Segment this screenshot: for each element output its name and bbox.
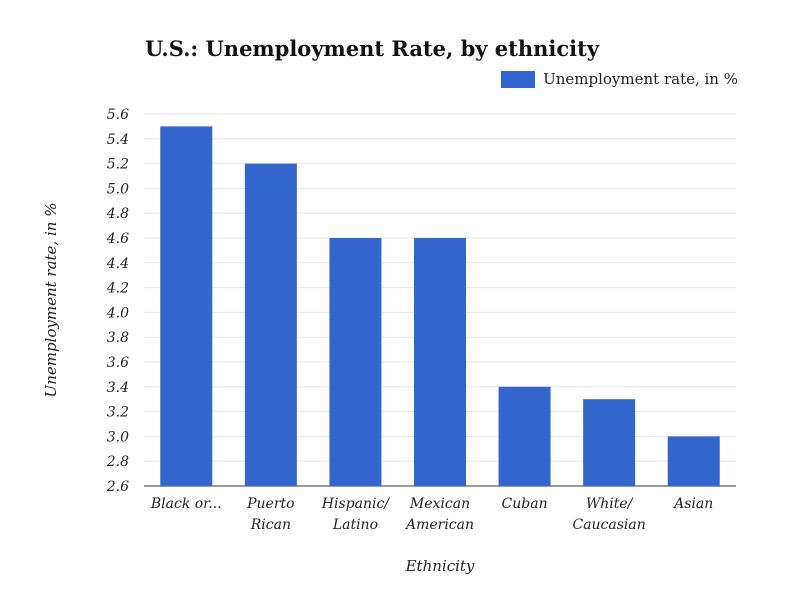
x-tick-label: Puerto Rican — [246, 496, 294, 533]
chart-legend: Unemployment rate, in % — [501, 70, 738, 88]
y-tick-label: 3.6 — [107, 355, 129, 371]
y-tick-label: 4.8 — [106, 206, 129, 222]
x-tick-label: Cuban — [502, 496, 548, 512]
y-tick-label: 3.8 — [107, 330, 129, 346]
y-tick-label: 4.0 — [106, 305, 129, 321]
y-tick-label: 5.6 — [107, 107, 129, 123]
x-tick-label-line: Rican — [250, 517, 291, 533]
y-axis-title: Unemployment rate, in % — [42, 203, 60, 398]
y-tick-label: 3.4 — [107, 380, 129, 396]
legend-label: Unemployment rate, in % — [543, 70, 738, 88]
x-tick-label-line: Asian — [672, 496, 713, 512]
y-tick-label: 2.6 — [106, 479, 129, 495]
bar[interactable] — [498, 386, 551, 486]
bar[interactable] — [667, 436, 720, 486]
bar[interactable] — [329, 238, 382, 486]
y-tick-label: 5.2 — [107, 157, 129, 173]
x-tick-label-line: Puerto — [246, 496, 294, 512]
x-tick-label: Black or... — [150, 496, 222, 512]
x-tick-label: White/Caucasian — [572, 496, 645, 533]
y-tick-label: 4.4 — [106, 256, 129, 272]
chart-title: U.S.: Unemployment Rate, by ethnicity — [145, 36, 600, 61]
bar[interactable] — [160, 126, 213, 487]
legend-swatch — [501, 70, 536, 88]
bar[interactable] — [414, 238, 466, 486]
y-tick-label: 5.4 — [107, 132, 129, 148]
y-tick-label: 3.0 — [107, 429, 129, 445]
y-tick-label: 4.2 — [106, 281, 129, 297]
bar[interactable] — [583, 399, 636, 486]
bar[interactable] — [244, 163, 297, 486]
x-tick-label: Asian — [672, 496, 713, 512]
x-tick-label-line: American — [404, 517, 474, 533]
x-axis-title: Ethnicity — [405, 557, 475, 575]
x-tick-label-line: White/ — [586, 496, 634, 512]
x-tick-label-line: Caucasian — [572, 517, 645, 533]
x-tick-label-line: Latino — [332, 517, 378, 533]
x-tick-label: Mexican American — [404, 496, 474, 533]
x-tick-label-line: Hispanic/ — [321, 496, 391, 512]
x-tick-label-line: Cuban — [502, 496, 548, 512]
y-tick-label: 5.0 — [107, 181, 129, 197]
x-tick-label-line: Black or... — [150, 496, 222, 512]
x-tick-label: Hispanic/Latino — [321, 496, 391, 533]
y-tick-label: 4.6 — [106, 231, 129, 247]
y-tick-label: 3.2 — [107, 405, 129, 421]
y-tick-label: 2.8 — [106, 454, 129, 470]
x-tick-label-line: Mexican — [409, 496, 470, 512]
